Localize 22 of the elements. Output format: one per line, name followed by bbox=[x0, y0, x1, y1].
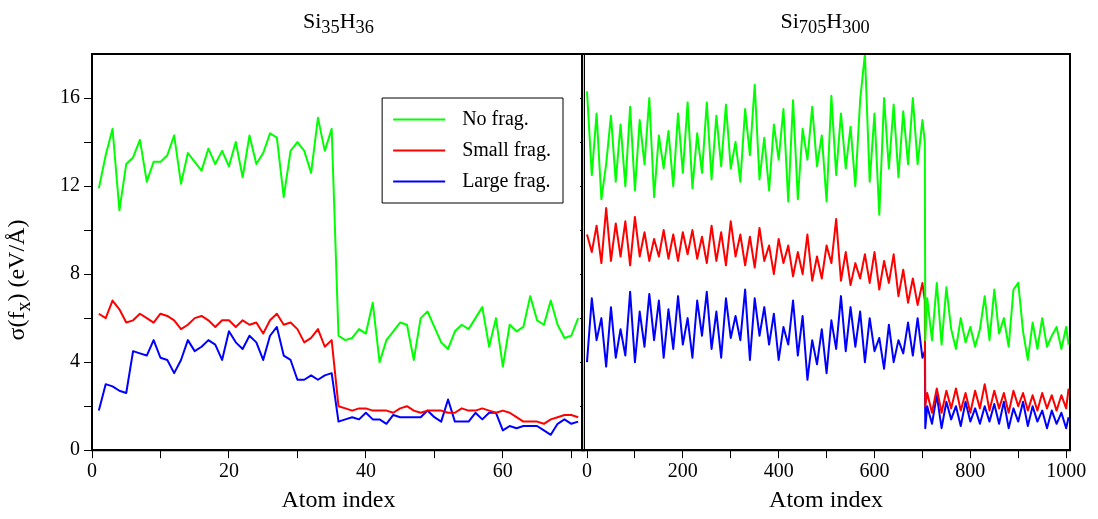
x-tick-label: 20 bbox=[218, 459, 239, 482]
legend-label: Large frag. bbox=[462, 168, 551, 192]
x-tick-label: 200 bbox=[667, 459, 698, 482]
x-tick-label: 60 bbox=[492, 459, 513, 482]
x-tick-label: 400 bbox=[763, 459, 794, 482]
x-tick-label: 0 bbox=[582, 459, 592, 482]
x-tick-label: 1000 bbox=[1046, 459, 1087, 482]
x-tick-label: 40 bbox=[355, 459, 376, 482]
x-axis-title: Atom index bbox=[281, 485, 396, 512]
y-tick-label: 12 bbox=[60, 173, 80, 196]
chart-title: Si$_{35}$H$_{36}$ bbox=[303, 8, 374, 39]
x-tick-label: 600 bbox=[859, 459, 890, 482]
legend-label: No frag. bbox=[462, 106, 529, 130]
x-axis-title: Atom index bbox=[769, 485, 884, 512]
y-tick-label: 16 bbox=[60, 85, 80, 108]
x-tick-label: 0 bbox=[87, 459, 97, 482]
y-tick-label: 8 bbox=[70, 261, 80, 284]
legend-label: Small frag. bbox=[462, 137, 552, 161]
x-tick-label: 800 bbox=[955, 459, 986, 482]
y-tick-label: 0 bbox=[70, 437, 80, 460]
y-tick-label: 4 bbox=[70, 349, 80, 372]
chart-title: Si$_{705}$H$_{300}$ bbox=[780, 8, 870, 39]
